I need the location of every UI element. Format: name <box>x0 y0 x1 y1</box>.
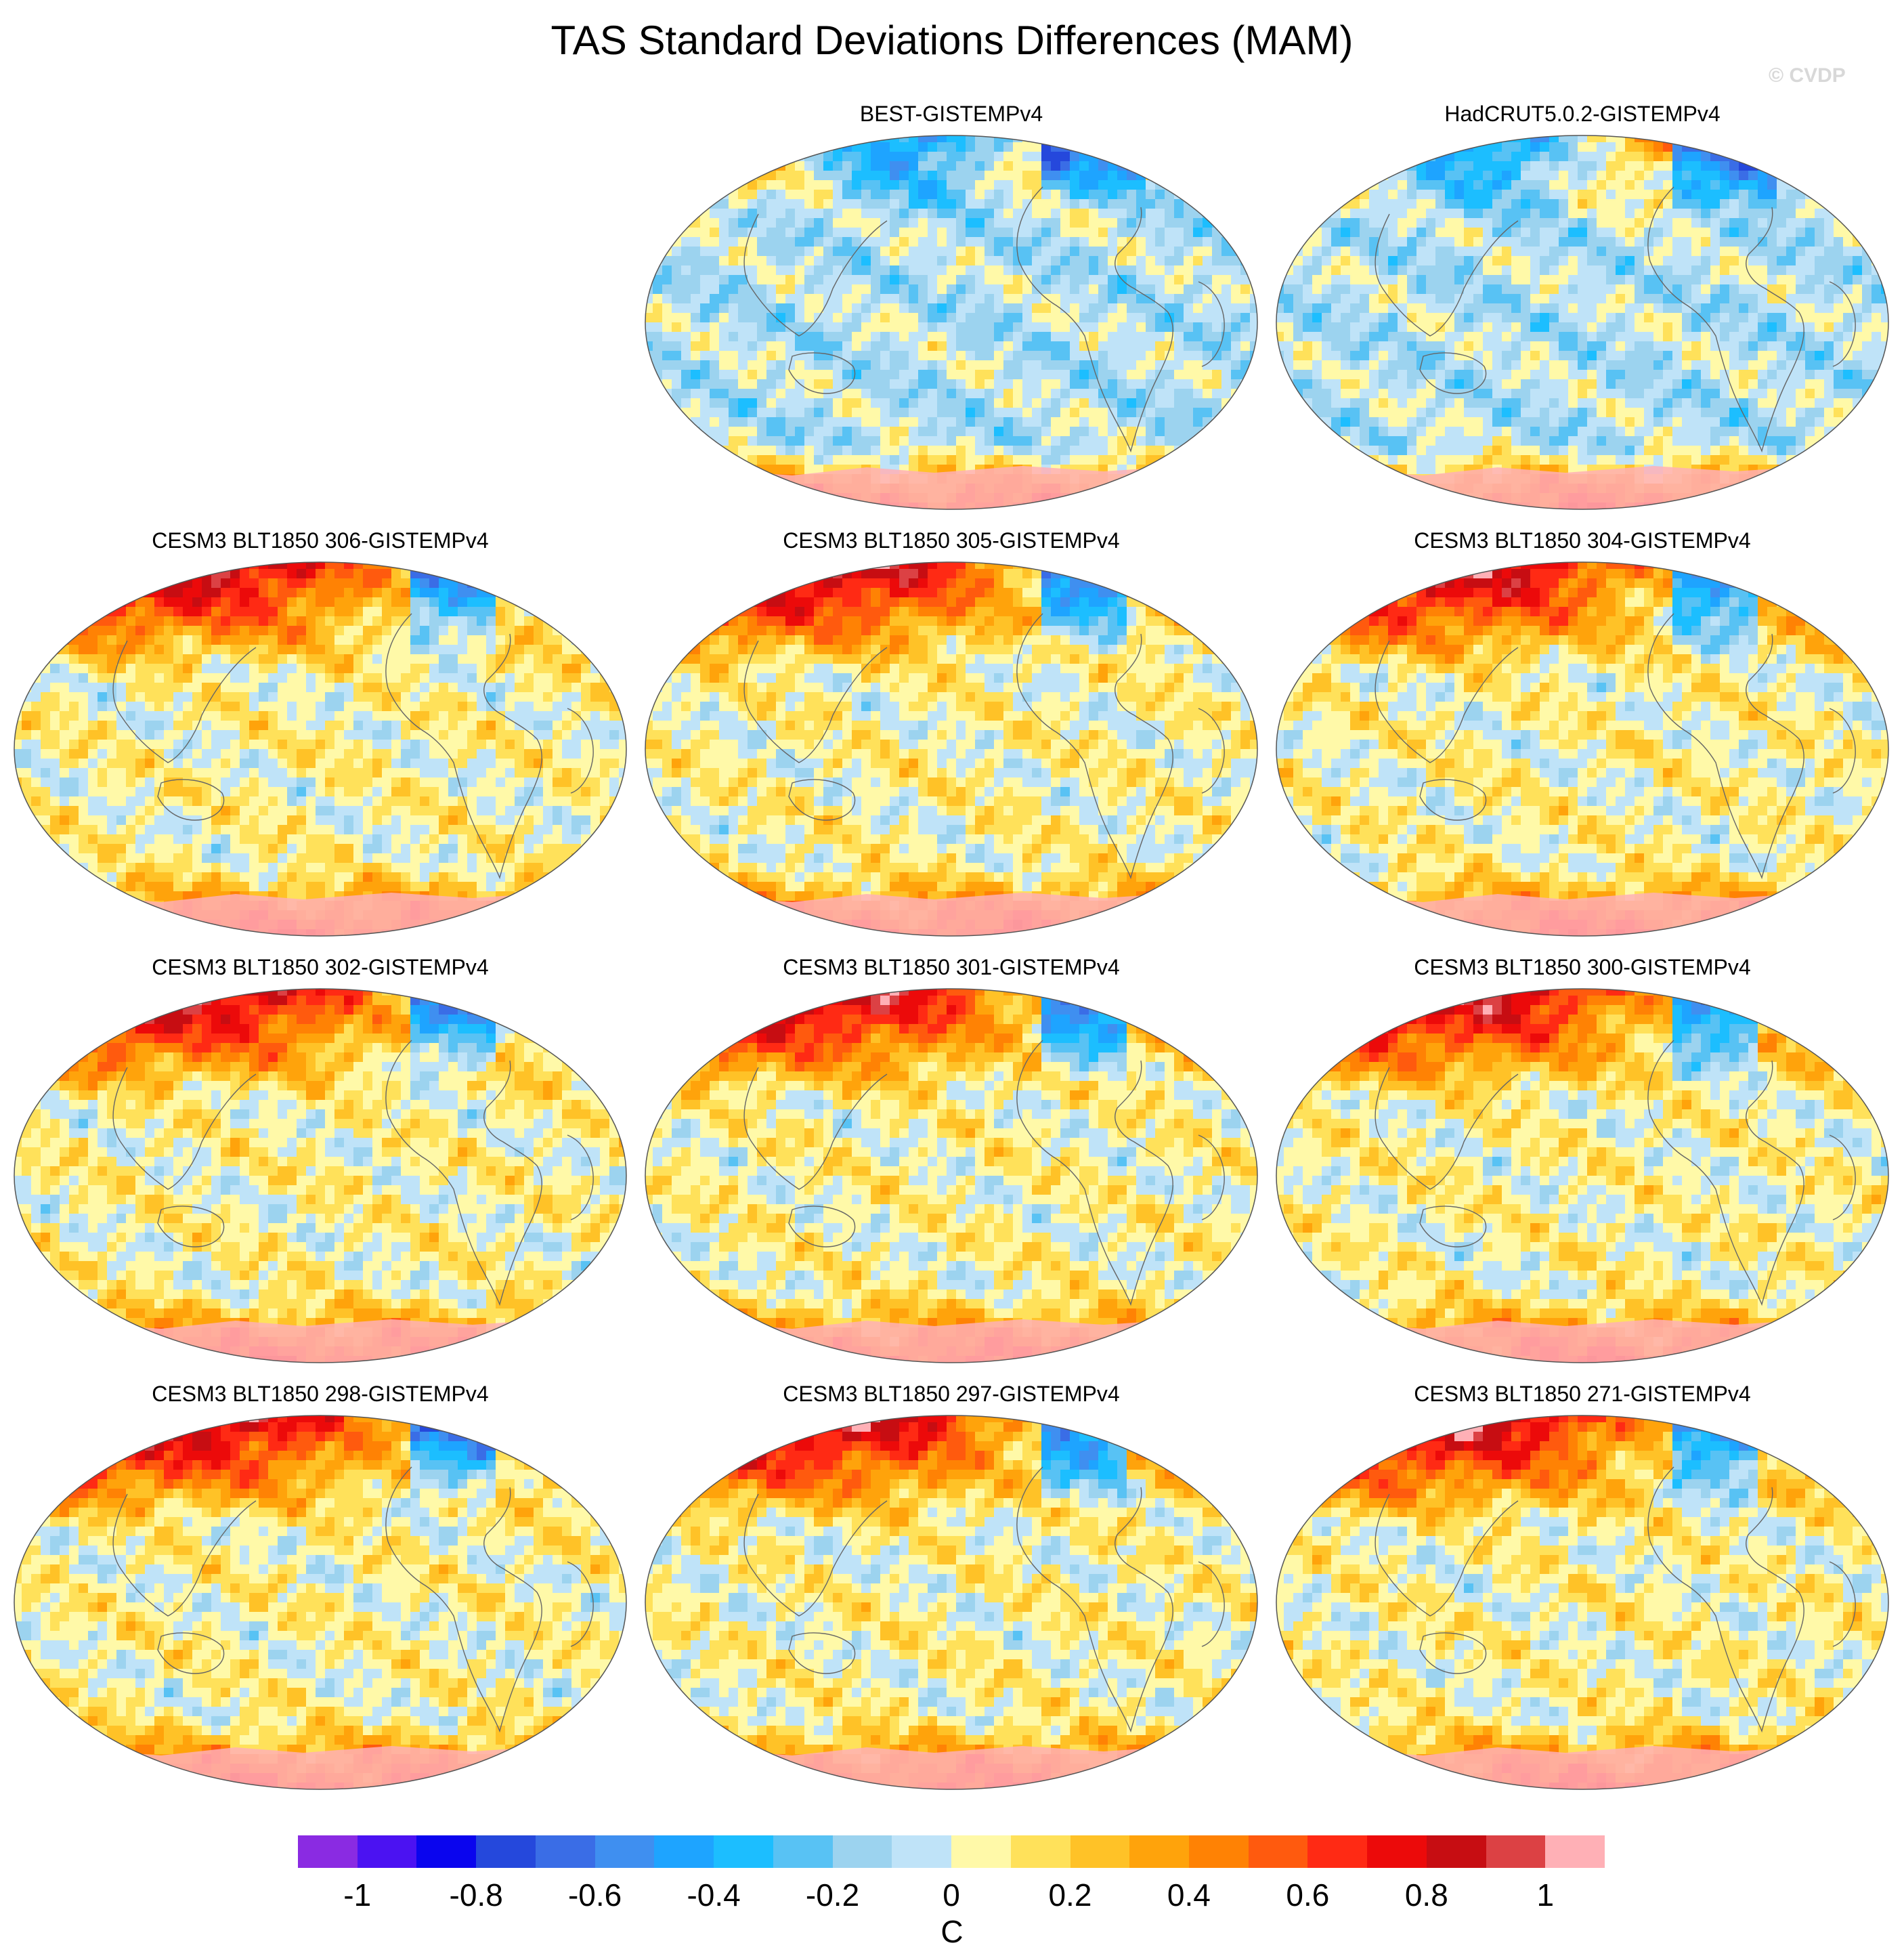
colorbar-swatch <box>1129 1835 1190 1868</box>
map-panel-304: CESM3 BLT1850 304-GISTEMPv4 <box>1274 527 1890 947</box>
colorbar-swatch <box>773 1835 833 1868</box>
map-border <box>645 135 1258 510</box>
robinson-map <box>1276 135 1889 510</box>
map-panel-300: CESM3 BLT1850 300-GISTEMPv4 <box>1274 954 1890 1373</box>
colorbar-swatch <box>1307 1835 1368 1868</box>
robinson-map <box>645 1415 1258 1790</box>
colorbar-tick-label: 0.6 <box>1267 1876 1348 1914</box>
colorbar-tick-label: 0.2 <box>1029 1876 1110 1914</box>
colorbar-unit-label: C <box>0 1913 1904 1951</box>
panel-title: BEST-GISTEMPv4 <box>643 100 1259 127</box>
map-field <box>14 989 626 1363</box>
map-panel-271: CESM3 BLT1850 271-GISTEMPv4 <box>1274 1380 1890 1800</box>
colorbar-swatch <box>416 1835 477 1868</box>
coastlines <box>112 1040 594 1306</box>
colorbar-swatch <box>1545 1835 1605 1868</box>
map-panel-298: CESM3 BLT1850 298-GISTEMPv4 <box>12 1380 628 1800</box>
map-panel-302: CESM3 BLT1850 302-GISTEMPv4 <box>12 954 628 1373</box>
colorbar-tick-label: -0.2 <box>792 1876 873 1914</box>
map-border <box>645 988 1258 1363</box>
map-border <box>645 1415 1258 1790</box>
coastlines <box>743 613 1225 880</box>
robinson-map <box>645 135 1258 510</box>
robinson-map <box>645 561 1258 937</box>
colorbar-swatch <box>357 1835 417 1868</box>
map-border <box>14 561 627 937</box>
colorbar-swatch <box>951 1835 1011 1868</box>
colorbar-swatch <box>1070 1835 1130 1868</box>
colorbar-tick-label: 1 <box>1505 1876 1586 1914</box>
colorbar-tick-label: -0.6 <box>555 1876 636 1914</box>
panel-title: CESM3 BLT1850 300-GISTEMPv4 <box>1274 954 1890 981</box>
map-panel-297: CESM3 BLT1850 297-GISTEMPv4 <box>643 1380 1259 1800</box>
colorbar-swatch <box>714 1835 773 1868</box>
coastlines <box>112 613 594 880</box>
colorbar-tick-label: -0.4 <box>673 1876 754 1914</box>
robinson-map <box>1276 1415 1889 1790</box>
map-panel-best: BEST-GISTEMPv4 <box>643 100 1259 520</box>
robinson-map <box>14 988 627 1363</box>
panel-title: CESM3 BLT1850 271-GISTEMPv4 <box>1274 1380 1890 1407</box>
map-panel-301: CESM3 BLT1850 301-GISTEMPv4 <box>643 954 1259 1373</box>
panel-title: CESM3 BLT1850 305-GISTEMPv4 <box>643 527 1259 554</box>
colorbar-swatch <box>298 1835 358 1868</box>
colorbar <box>298 1835 1605 1868</box>
colorbar-tick-label: -1 <box>317 1876 398 1914</box>
map-border <box>1276 988 1889 1363</box>
colorbar-swatch <box>476 1835 536 1868</box>
panel-title: HadCRUT5.0.2-GISTEMPv4 <box>1274 100 1890 127</box>
coastlines <box>743 186 1225 453</box>
panel-title: CESM3 BLT1850 298-GISTEMPv4 <box>12 1380 628 1407</box>
coastlines <box>743 1466 1225 1733</box>
robinson-map <box>1276 561 1889 937</box>
coastlines <box>1375 613 1856 880</box>
colorbar-swatch <box>594 1835 655 1868</box>
colorbar-swatch <box>1486 1835 1546 1868</box>
colorbar-swatch <box>1367 1835 1427 1868</box>
panel-title: CESM3 BLT1850 304-GISTEMPv4 <box>1274 527 1890 554</box>
robinson-map <box>645 988 1258 1363</box>
map-border <box>1276 1415 1889 1790</box>
colorbar-swatch <box>1248 1835 1308 1868</box>
panel-title: CESM3 BLT1850 302-GISTEMPv4 <box>12 954 628 981</box>
map-border <box>14 988 627 1363</box>
robinson-map <box>1276 988 1889 1363</box>
coastlines <box>1375 186 1856 453</box>
map-border <box>645 561 1258 937</box>
robinson-map <box>14 561 627 937</box>
map-border <box>1276 135 1889 510</box>
colorbar-tick-label: 0.8 <box>1386 1876 1467 1914</box>
colorbar-swatch <box>892 1835 952 1868</box>
map-field <box>645 562 1257 936</box>
coastlines <box>1375 1466 1856 1733</box>
panel-title: CESM3 BLT1850 306-GISTEMPv4 <box>12 527 628 554</box>
colorbar-swatch <box>1426 1835 1486 1868</box>
colorbar-swatch <box>654 1835 714 1868</box>
colorbar-tick-label: -0.8 <box>435 1876 517 1914</box>
coastlines <box>1375 1040 1856 1306</box>
map-panel-305: CESM3 BLT1850 305-GISTEMPv4 <box>643 527 1259 947</box>
panel-title: CESM3 BLT1850 297-GISTEMPv4 <box>643 1380 1259 1407</box>
map-border <box>14 1415 627 1790</box>
panel-title: CESM3 BLT1850 301-GISTEMPv4 <box>643 954 1259 981</box>
robinson-map <box>14 1415 627 1790</box>
colorbar-swatch <box>832 1835 892 1868</box>
colorbar-swatch <box>535 1835 595 1868</box>
map-panel-hadcrut: HadCRUT5.0.2-GISTEMPv4 <box>1274 100 1890 520</box>
figure-title: TAS Standard Deviations Differences (MAM… <box>0 15 1904 66</box>
colorbar-tick-label: 0.4 <box>1148 1876 1230 1914</box>
coastlines <box>112 1466 594 1733</box>
colorbar-swatch <box>1189 1835 1249 1868</box>
map-panel-306: CESM3 BLT1850 306-GISTEMPv4 <box>12 527 628 947</box>
map-border <box>1276 561 1889 937</box>
colorbar-swatch <box>1010 1835 1070 1868</box>
copyright-watermark: © CVDP <box>1769 64 1846 87</box>
colorbar-tick-label: 0 <box>911 1876 992 1914</box>
coastlines <box>743 1040 1225 1306</box>
